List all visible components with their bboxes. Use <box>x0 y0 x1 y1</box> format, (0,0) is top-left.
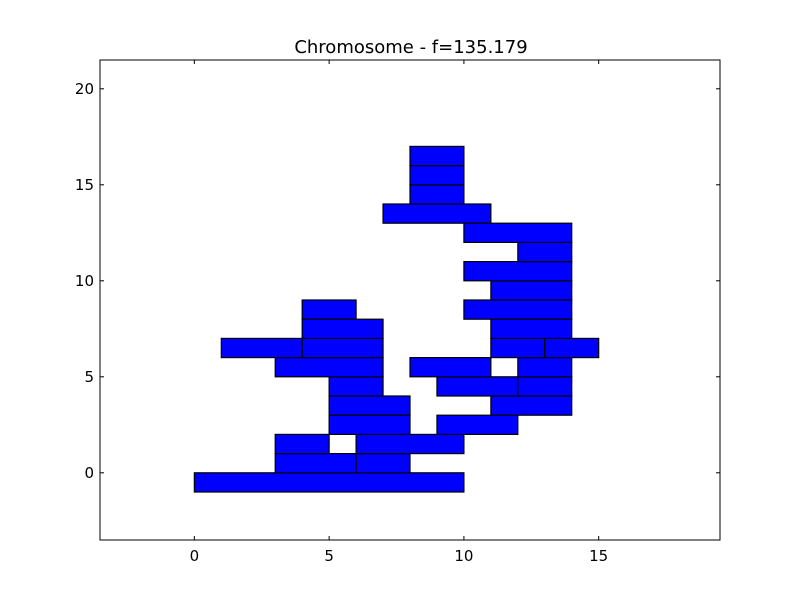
chromosome-rect-21 <box>301 299 357 320</box>
chromosome-rect-5 <box>328 414 411 436</box>
chromosome-rect-3 <box>274 433 330 455</box>
chromosome-rect-1 <box>274 453 357 474</box>
chromosome-rect-18 <box>544 337 600 359</box>
chromosome-rect-8 <box>490 395 573 416</box>
y-tick-label-1: 5 <box>84 368 94 386</box>
chromosome-rect-22 <box>463 299 573 320</box>
rectangles-layer <box>193 145 600 493</box>
y-tick-label-2: 10 <box>75 272 94 290</box>
chromosome-rect-14 <box>517 357 573 378</box>
chart-title: Chromosome - f=135.179 <box>294 37 527 58</box>
chromosome-rect-30 <box>409 145 465 167</box>
chromosome-rect-4 <box>355 433 465 455</box>
chromosome-rect-24 <box>463 261 573 282</box>
chromosome-rect-16 <box>301 337 384 359</box>
chromosome-rect-25 <box>517 241 573 263</box>
x-tick-label-3: 15 <box>589 547 608 565</box>
ticks-layer <box>100 60 720 540</box>
chromosome-rect-9 <box>328 376 384 397</box>
chromosome-rect-6 <box>436 414 519 436</box>
chromosome-rect-23 <box>490 280 573 301</box>
x-tick-label-2: 10 <box>454 547 473 565</box>
chromosome-rect-19 <box>301 318 384 340</box>
x-tick-label-0: 0 <box>190 547 200 565</box>
chromosome-rect-20 <box>490 318 573 340</box>
chromosome-rect-17 <box>490 337 546 359</box>
tick-labels-layer: 0 5 10 15 0 5 10 15 20 <box>75 80 608 565</box>
chromosome-rect-26 <box>463 222 573 243</box>
chromosome-rect-12 <box>274 357 384 378</box>
chromosome-rect-13 <box>409 357 492 378</box>
y-tick-label-4: 20 <box>75 80 94 98</box>
y-tick-label-0: 0 <box>84 464 94 482</box>
chromosome-rect-11 <box>517 376 573 397</box>
chromosome-rect-7 <box>328 395 411 416</box>
x-tick-label-1: 5 <box>324 547 334 565</box>
chromosome-rect-10 <box>436 376 519 397</box>
chromosome-rect-15 <box>220 337 303 359</box>
chromosome-rect-28 <box>409 184 465 205</box>
chromosome-rect-29 <box>409 165 465 186</box>
y-tick-label-3: 15 <box>75 176 94 194</box>
chromosome-rect-27 <box>382 203 492 224</box>
chromosome-rect-2 <box>355 453 411 474</box>
chromosome-rect-0 <box>193 472 465 493</box>
